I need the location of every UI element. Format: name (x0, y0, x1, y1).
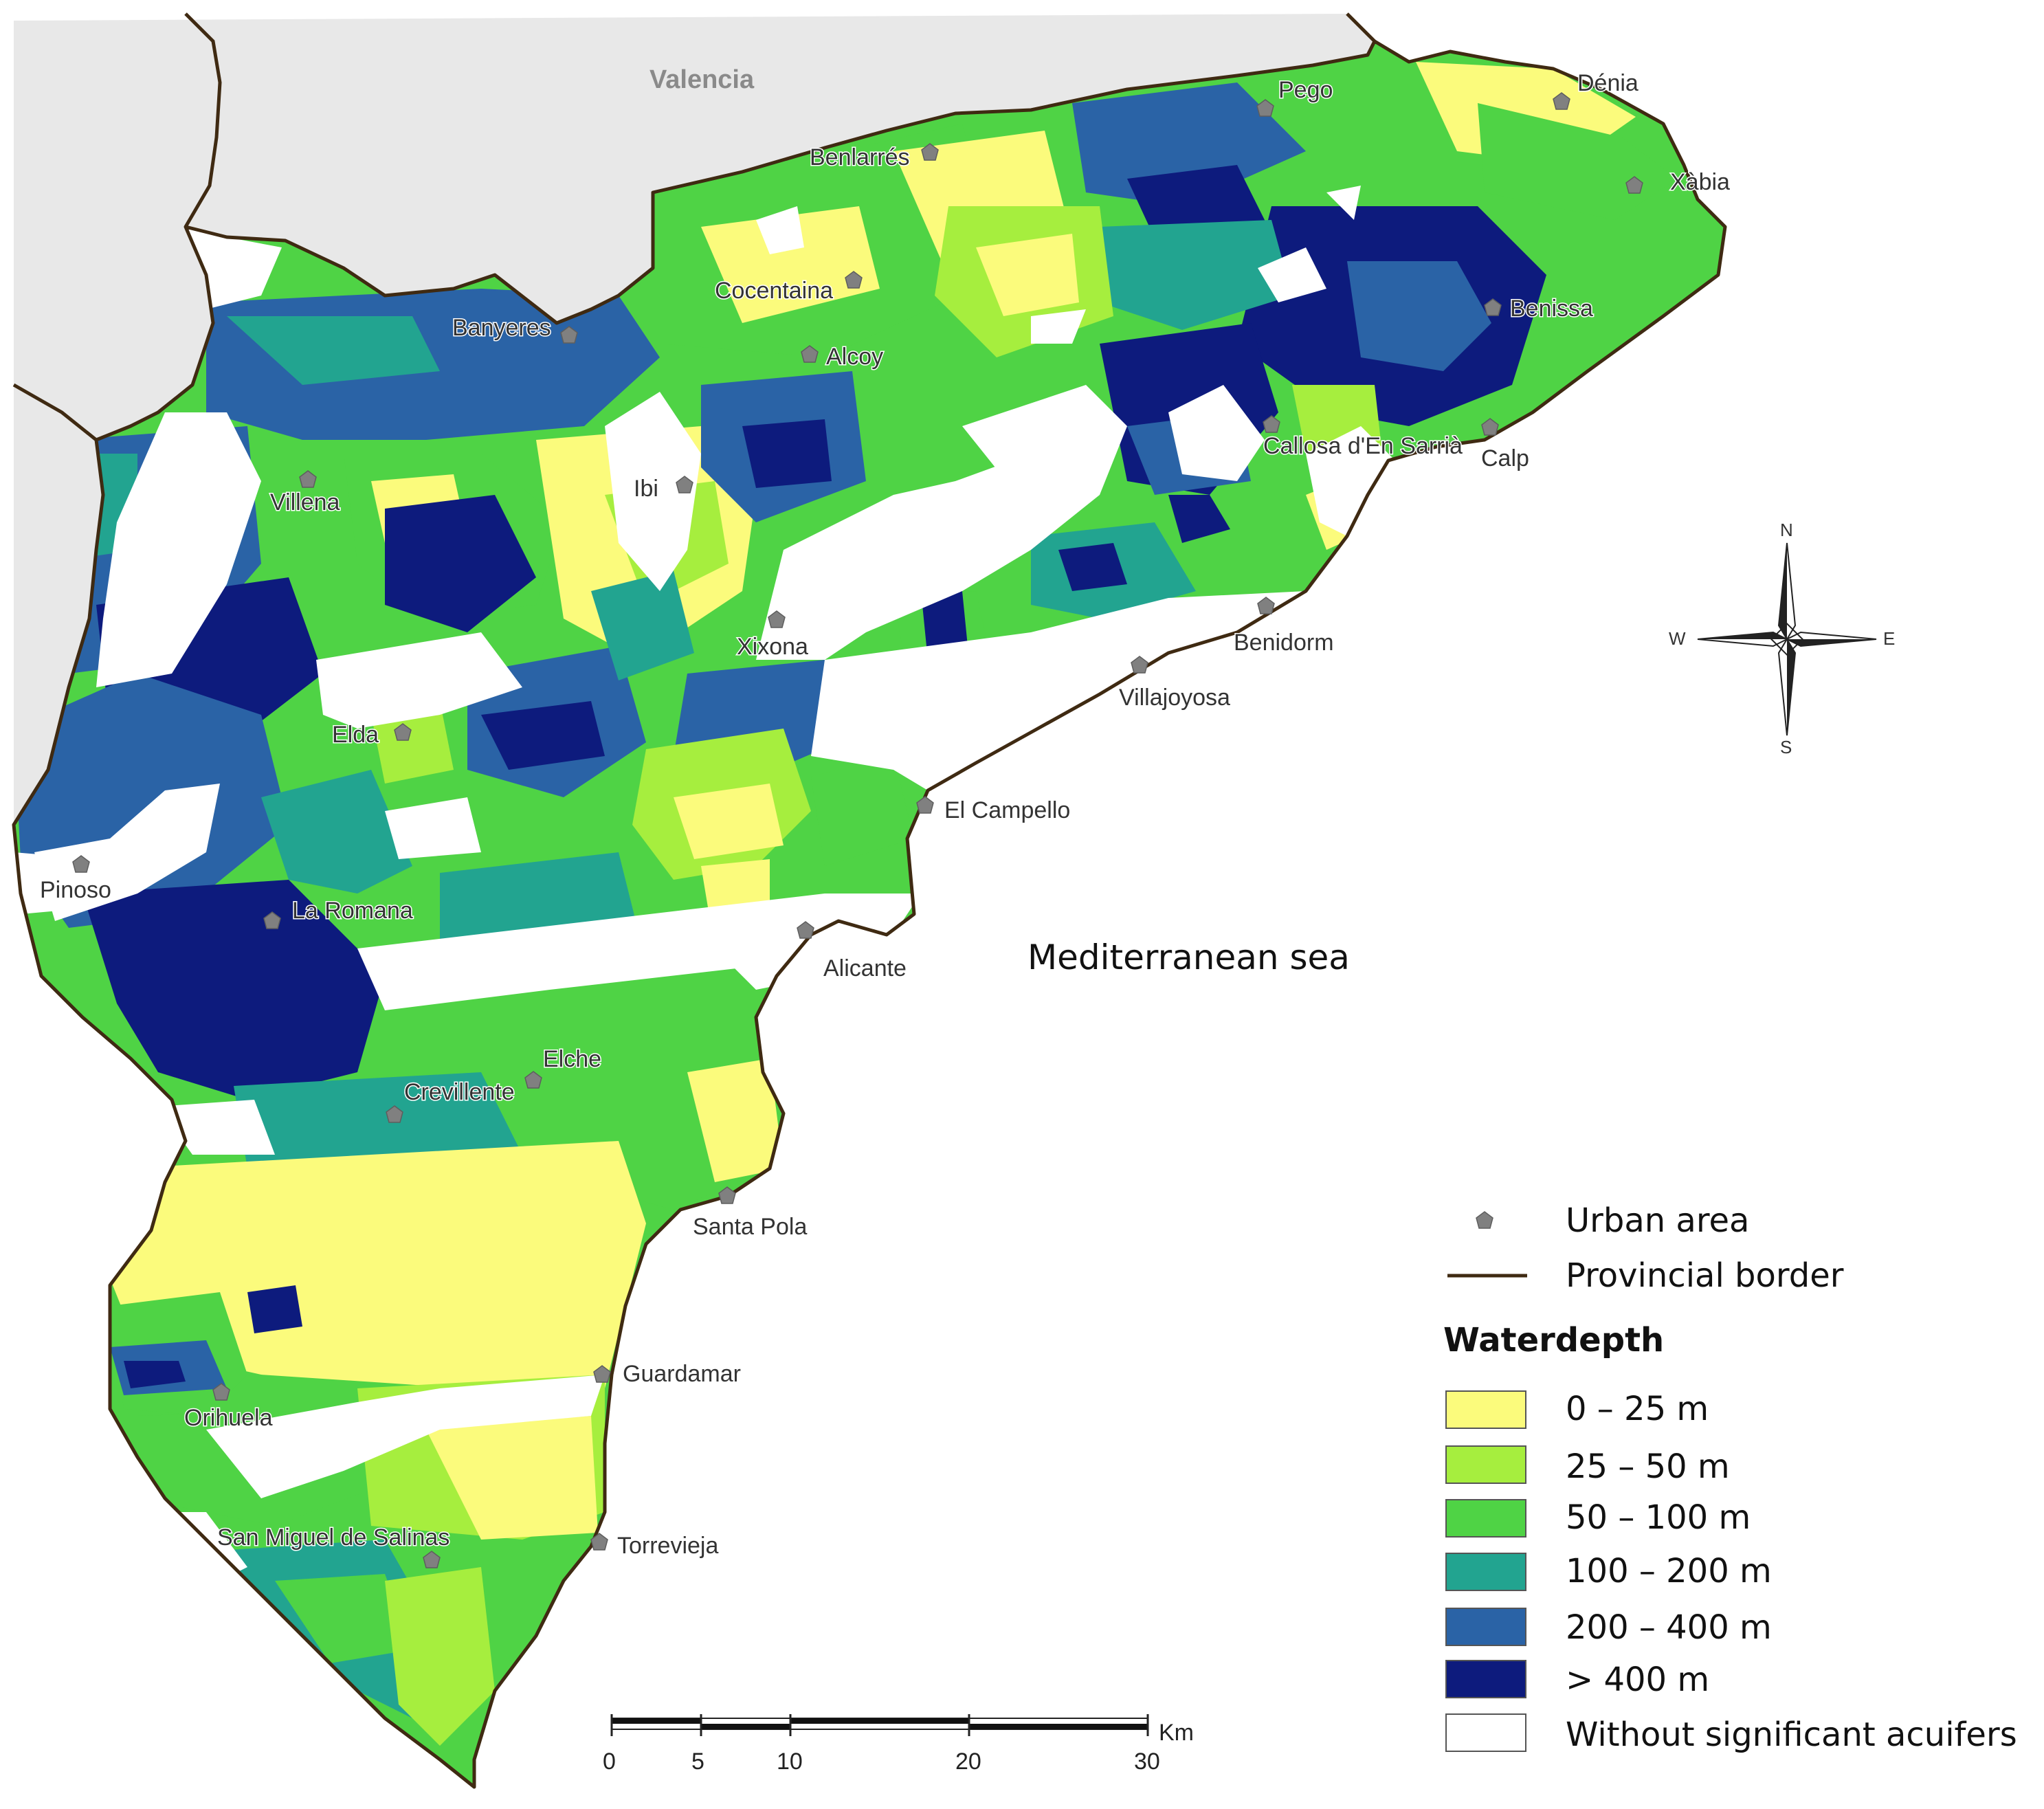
town-labels: Dénia Pego Benlarrés Xàbia Cocentaina Ba… (39, 69, 1731, 1560)
legend-swatch (1445, 1608, 1526, 1646)
legend-class-label: 0 – 25 m (1566, 1390, 1709, 1428)
legend-title: Waterdepth (1443, 1321, 1664, 1359)
town-label: Villajoyosa (1119, 685, 1230, 711)
legend-class-label: Without significant acuifers (1566, 1716, 2017, 1754)
town-label: Cocentaina (715, 278, 833, 304)
town-label: Pego (1278, 77, 1333, 103)
town-label: Torrevieja (617, 1533, 718, 1559)
legend-urban-label: Urban area (1566, 1201, 1749, 1240)
scale-tick-label: 0 (603, 1749, 616, 1775)
legend-class-label: 100 – 200 m (1566, 1552, 1772, 1590)
scale-tick-label: 10 (777, 1749, 803, 1775)
legend-class-label: 200 – 400 m (1566, 1608, 1772, 1647)
compass-north-label: N (1780, 520, 1793, 540)
town-label: Guardamar (623, 1361, 741, 1387)
legend-class-label: > 400 m (1566, 1661, 1709, 1699)
town-label: Crevillente (404, 1079, 515, 1105)
town-label: Elche (543, 1046, 601, 1072)
legend-swatch (1445, 1553, 1526, 1591)
legend-swatch (1445, 1660, 1526, 1698)
town-label: Pinoso (40, 877, 111, 903)
town-label: La Romana (292, 898, 413, 924)
legend-urban-icon (1476, 1211, 1493, 1229)
compass-south-label: S (1780, 737, 1792, 757)
neighbour-land (14, 14, 1375, 825)
town-label: Xàbia (1670, 169, 1730, 195)
town-label: Benissa (1510, 296, 1593, 322)
town-label: Xixona (737, 634, 808, 660)
town-label: San Miguel de Salinas (217, 1524, 449, 1551)
town-label: Callosa d'En Sarrià (1263, 433, 1463, 459)
legend-border-label: Provincial border (1566, 1256, 1844, 1295)
town-label: Banyeres (452, 315, 551, 341)
town-label: Dénia (1577, 70, 1638, 96)
town-label: Alcoy (826, 344, 883, 370)
neighbour-boundaries (12, 12, 1376, 441)
scale-unit-label: Km (1159, 1720, 1194, 1746)
compass-rose-icon (1697, 542, 1877, 736)
legend-swatch (1445, 1499, 1526, 1538)
town-label: Alicante (823, 955, 907, 981)
legend-class-label: 50 – 100 m (1566, 1498, 1751, 1537)
town-label: Calp (1481, 445, 1529, 471)
sea-label: Mediterranean sea (1027, 937, 1350, 977)
town-label: Benidorm (1234, 630, 1334, 656)
town-label: Ibi (634, 476, 658, 502)
compass-west-label: W (1669, 628, 1686, 649)
region-label-valencia: Valencia (649, 65, 755, 94)
legend-swatch (1445, 1713, 1526, 1752)
legend-swatch (1445, 1445, 1526, 1484)
town-label: Villena (270, 489, 340, 515)
legend-swatch (1445, 1390, 1526, 1429)
legend-class-label: 25 – 50 m (1566, 1447, 1730, 1486)
town-label: Elda (332, 722, 379, 748)
town-label: Orihuela (184, 1405, 273, 1431)
scale-tick-label: 20 (955, 1749, 981, 1775)
town-label: El Campello (944, 797, 1070, 823)
legend: Urban area Provincial border Waterdepth … (1443, 1201, 2017, 1754)
town-label: Benlarrés (810, 144, 910, 170)
town-label: Santa Pola (693, 1214, 807, 1240)
scale-tick-label: 5 (691, 1749, 704, 1775)
provincial-border (12, 39, 1727, 1789)
scale-tick-label: 30 (1134, 1749, 1160, 1775)
scale-bar (610, 1714, 1149, 1736)
compass-east-label: E (1883, 628, 1895, 649)
